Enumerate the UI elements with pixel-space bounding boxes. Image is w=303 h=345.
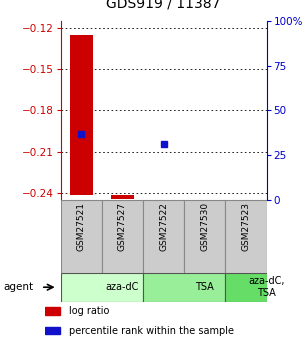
- Text: GSM27521: GSM27521: [77, 202, 86, 251]
- Bar: [45, 327, 60, 334]
- Bar: [225, 273, 267, 302]
- Text: GDS919 / 11387: GDS919 / 11387: [106, 0, 221, 10]
- Text: agent: agent: [3, 282, 33, 292]
- Bar: [143, 200, 184, 273]
- Bar: [184, 200, 225, 273]
- Text: aza-dC: aza-dC: [106, 282, 139, 292]
- Text: GSM27523: GSM27523: [241, 202, 251, 251]
- Bar: [143, 273, 225, 302]
- Bar: [61, 273, 143, 302]
- Text: GSM27522: GSM27522: [159, 202, 168, 251]
- Bar: [225, 200, 267, 273]
- Bar: [61, 200, 102, 273]
- Text: log ratio: log ratio: [69, 306, 109, 316]
- Bar: [70, 34, 92, 195]
- Text: GSM27527: GSM27527: [118, 202, 127, 251]
- Text: percentile rank within the sample: percentile rank within the sample: [69, 326, 234, 336]
- Bar: [111, 195, 134, 199]
- Text: aza-dC,
TSA: aza-dC, TSA: [248, 276, 285, 298]
- Bar: [102, 200, 143, 273]
- Text: TSA: TSA: [195, 282, 214, 292]
- Text: GSM27530: GSM27530: [200, 202, 209, 252]
- Bar: [45, 307, 60, 315]
